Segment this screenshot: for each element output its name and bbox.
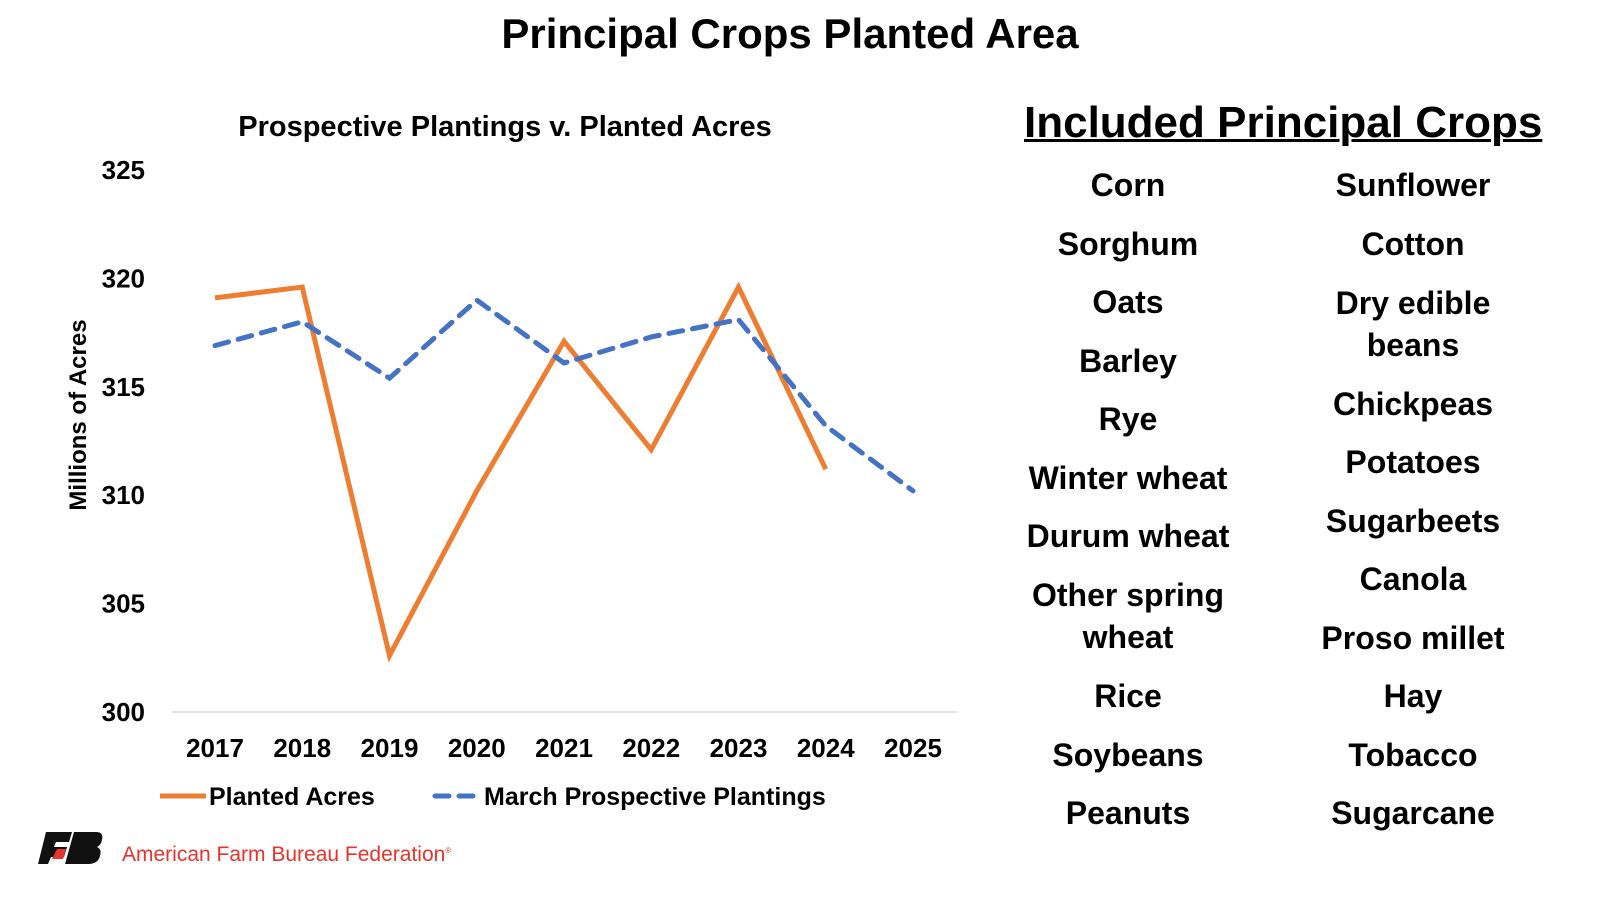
crops-heading: Included Principal Crops: [1024, 98, 1543, 147]
footer-org-text: American Farm Bureau Federation: [122, 843, 446, 866]
crop-item: Other spring wheat: [1031, 577, 1224, 656]
crop-item: Proso millet: [1321, 619, 1505, 656]
legend-label: Planted Acres: [209, 783, 375, 811]
y-tick-label: 320: [102, 263, 145, 293]
legend-label: March Prospective Plantings: [484, 783, 826, 811]
x-tick-label: 2022: [622, 733, 680, 763]
footer-org-name: American Farm Bureau Federation®: [122, 843, 452, 866]
crop-item: Barley: [1079, 342, 1177, 379]
crops-list-left: Corn Sorghum Oats Barley Rye Winter wheat Duru…: [1003, 156, 1253, 843]
x-tick-label: 2025: [884, 733, 942, 763]
crop-item: Sorghum: [1057, 225, 1199, 262]
crop-item: Canola: [1359, 561, 1467, 598]
crop-item: Sugarbeets: [1325, 502, 1501, 539]
crop-item: Durum wheat: [1026, 518, 1230, 555]
crop-item: Soybeans: [1052, 736, 1204, 773]
crops-list-right: Sunflower Cotton Dry edible beans Chickpeas…: [1293, 156, 1533, 843]
crop-item: Cotton: [1361, 225, 1465, 262]
crop-item: Rice: [1094, 678, 1162, 715]
y-tick-label: 300: [102, 697, 145, 727]
y-tick-label: 305: [102, 589, 145, 619]
x-tick-label: 2023: [710, 733, 768, 763]
crop-item: Winter wheat: [1028, 459, 1228, 496]
y-tick-label: 315: [102, 372, 145, 402]
crop-item: Peanuts: [1065, 795, 1191, 832]
crop-item: Oats: [1092, 284, 1164, 321]
x-tick-label: 2020: [448, 733, 506, 763]
page-title: Principal Crops Planted Area: [501, 10, 1079, 57]
y-tick-label: 310: [102, 480, 145, 510]
y-tick-label: 325: [102, 155, 145, 185]
crop-item: Potatoes: [1345, 444, 1481, 481]
x-tick-label: 2018: [273, 733, 331, 763]
x-tick-label: 2017: [186, 733, 244, 763]
series-line-planted-acres: [214, 281, 829, 663]
afbf-logo: [38, 832, 103, 864]
y-axis-label: Millions of Acres: [65, 319, 92, 510]
series-line-march-prospective: [212, 296, 916, 494]
x-tick-label: 2019: [361, 733, 419, 763]
crop-item: Tobacco: [1348, 736, 1478, 773]
crop-item: Hay: [1383, 678, 1443, 715]
crop-item: Dry edible beans: [1335, 284, 1491, 363]
x-tick-label: 2021: [535, 733, 593, 763]
x-tick-label: 2024: [797, 733, 855, 763]
crop-item: Corn: [1090, 167, 1166, 204]
crop-item: Rye: [1098, 401, 1158, 438]
crop-item: Sugarcane: [1331, 795, 1495, 832]
crop-item: Sunflower: [1335, 167, 1491, 204]
crop-item: Chickpeas: [1332, 385, 1494, 422]
chart-subtitle: Prospective Plantings v. Planted Acres: [238, 111, 771, 143]
